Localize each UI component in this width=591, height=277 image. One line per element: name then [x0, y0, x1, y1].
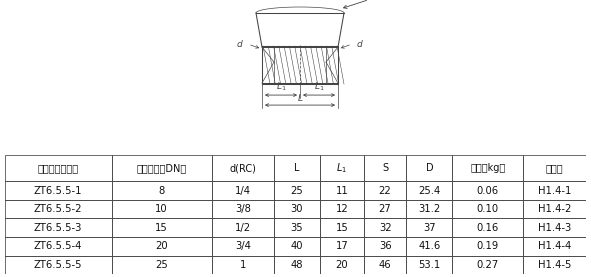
Text: 53.1: 53.1: [418, 260, 440, 270]
Text: 0.19: 0.19: [477, 241, 499, 251]
Text: 40: 40: [291, 241, 303, 251]
Text: $d$: $d$: [236, 37, 244, 48]
Text: 22: 22: [379, 186, 391, 196]
Text: H1.4-5: H1.4-5: [538, 260, 571, 270]
Text: 0.27: 0.27: [477, 260, 499, 270]
Text: 48: 48: [291, 260, 303, 270]
Text: $S\times D$: $S\times D$: [343, 0, 397, 8]
Text: 20: 20: [155, 241, 168, 251]
Text: 对应号: 对应号: [546, 163, 564, 173]
Text: 25: 25: [155, 260, 168, 270]
Text: H1.4-1: H1.4-1: [538, 186, 571, 196]
Text: 3/4: 3/4: [235, 241, 251, 251]
Text: 3/8: 3/8: [235, 204, 251, 214]
Text: 27: 27: [379, 204, 391, 214]
Text: 46: 46: [379, 260, 391, 270]
Text: ZT6.5.5-5: ZT6.5.5-5: [34, 260, 82, 270]
Text: 20: 20: [336, 260, 348, 270]
Text: 0.06: 0.06: [477, 186, 499, 196]
Text: 25: 25: [291, 186, 303, 196]
Text: 32: 32: [379, 223, 391, 233]
Text: 1/2: 1/2: [235, 223, 251, 233]
Text: d(RC): d(RC): [229, 163, 256, 173]
Text: ZT6.5.5-3: ZT6.5.5-3: [34, 223, 82, 233]
Text: H1.4-3: H1.4-3: [538, 223, 571, 233]
Text: 17: 17: [336, 241, 348, 251]
Text: D: D: [426, 163, 433, 173]
Text: $L_1$: $L_1$: [276, 81, 286, 93]
Text: S: S: [382, 163, 388, 173]
Text: 15: 15: [155, 223, 168, 233]
Text: 37: 37: [423, 223, 436, 233]
Text: 公称通径（DN）: 公称通径（DN）: [137, 163, 187, 173]
Text: 41.6: 41.6: [418, 241, 440, 251]
Text: ZT6.5.5-2: ZT6.5.5-2: [34, 204, 82, 214]
Text: $L_1$: $L_1$: [336, 161, 348, 175]
Text: $d$: $d$: [356, 37, 364, 48]
Text: 15: 15: [336, 223, 348, 233]
Text: ZT6.5.5-1: ZT6.5.5-1: [34, 186, 82, 196]
Text: 0.16: 0.16: [477, 223, 499, 233]
Text: 代号（订货号）: 代号（订货号）: [38, 163, 79, 173]
Text: 31.2: 31.2: [418, 204, 440, 214]
Text: ZT6.5.5-4: ZT6.5.5-4: [34, 241, 82, 251]
Text: 1/4: 1/4: [235, 186, 251, 196]
Text: 0.10: 0.10: [477, 204, 499, 214]
Text: 36: 36: [379, 241, 391, 251]
Text: 25.4: 25.4: [418, 186, 440, 196]
Text: 35: 35: [291, 223, 303, 233]
Text: 30: 30: [291, 204, 303, 214]
Text: 11: 11: [336, 186, 348, 196]
Text: L: L: [294, 163, 300, 173]
Text: 10: 10: [155, 204, 168, 214]
Text: $L$: $L$: [297, 92, 303, 103]
Text: 8: 8: [158, 186, 165, 196]
Text: 重量（kg）: 重量（kg）: [470, 163, 505, 173]
Text: H1.4-2: H1.4-2: [538, 204, 571, 214]
Text: 1: 1: [239, 260, 246, 270]
Text: $L_1$: $L_1$: [314, 81, 324, 93]
Text: H1.4-4: H1.4-4: [538, 241, 571, 251]
Text: 12: 12: [336, 204, 348, 214]
